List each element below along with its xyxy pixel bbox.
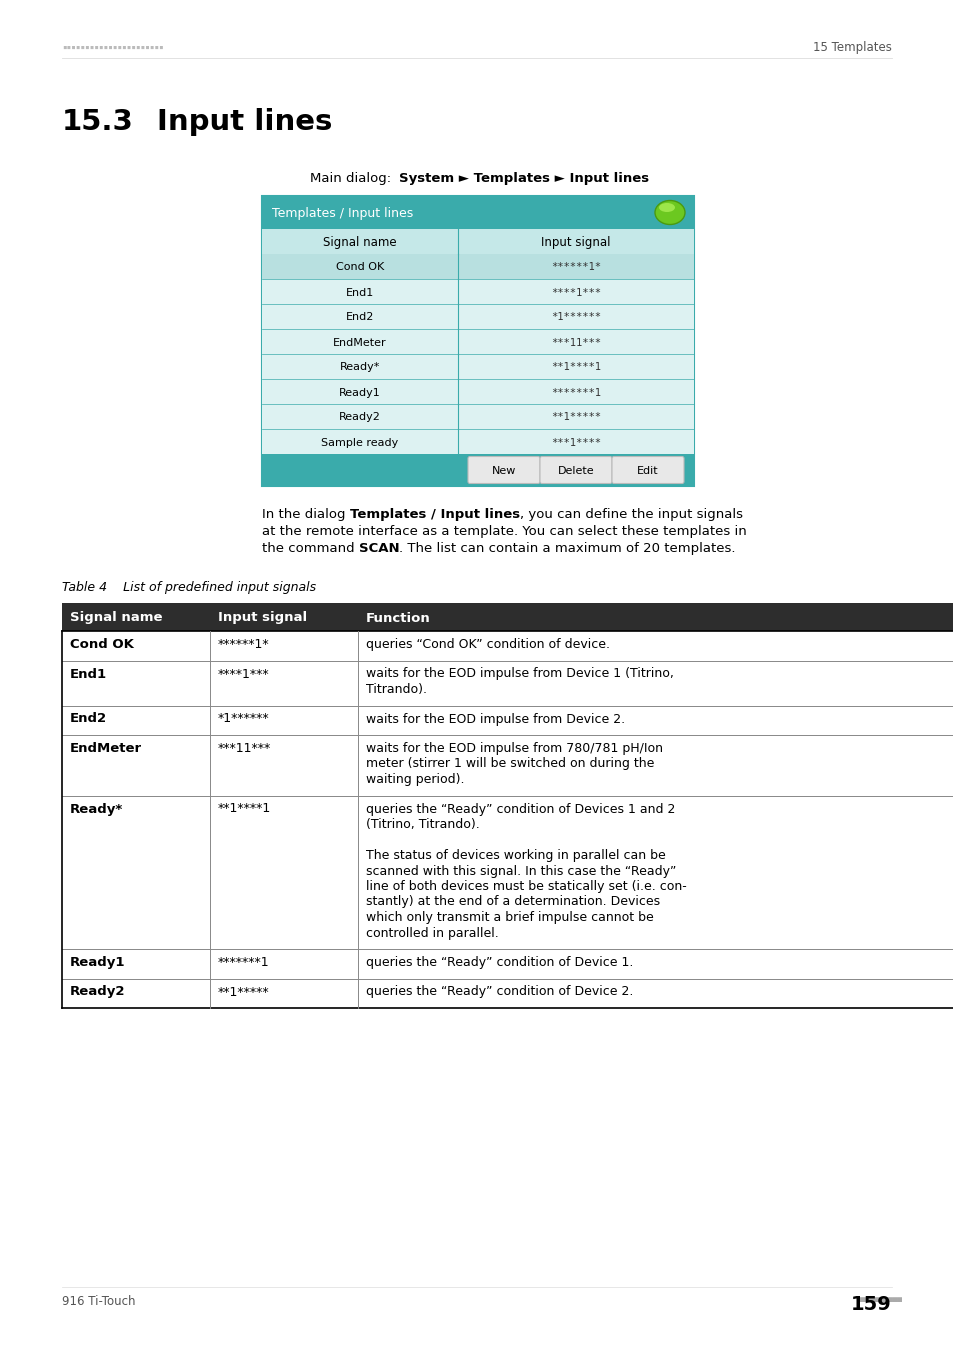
Text: New: New <box>492 466 516 477</box>
Text: End1: End1 <box>346 288 374 297</box>
Text: queries the “Ready” condition of Device 2.: queries the “Ready” condition of Device … <box>366 986 633 999</box>
Text: SCAN: SCAN <box>358 541 399 555</box>
Bar <box>262 230 693 254</box>
Text: Titrando).: Titrando). <box>366 683 427 697</box>
Text: *1******: *1****** <box>551 312 600 323</box>
FancyBboxPatch shape <box>539 456 612 483</box>
Text: which only transmit a brief impulse cannot be: which only transmit a brief impulse cann… <box>366 911 653 923</box>
Text: meter (stirrer 1 will be switched on during the: meter (stirrer 1 will be switched on dur… <box>366 757 654 771</box>
Text: End2: End2 <box>345 312 374 323</box>
Text: ▪▪▪▪▪▪▪▪▪▪▪▪▪▪▪▪▪▪▪▪▪▪: ▪▪▪▪▪▪▪▪▪▪▪▪▪▪▪▪▪▪▪▪▪▪ <box>62 42 164 51</box>
Text: Sample ready: Sample ready <box>321 437 398 447</box>
Text: 916 Ti-Touch: 916 Ti-Touch <box>62 1295 135 1308</box>
Text: ****1***: ****1*** <box>218 667 270 680</box>
Text: **1*****: **1***** <box>551 413 600 423</box>
Bar <box>62 603 953 630</box>
Bar <box>262 254 693 279</box>
Text: Input signal: Input signal <box>218 612 307 625</box>
Text: Ready1: Ready1 <box>70 956 126 969</box>
Text: (Titrino, Titrando).: (Titrino, Titrando). <box>366 818 479 832</box>
Bar <box>262 354 693 379</box>
Text: Main dialog:: Main dialog: <box>310 171 395 185</box>
Text: ***11***: ***11*** <box>551 338 600 347</box>
Text: the command: the command <box>262 541 358 555</box>
Ellipse shape <box>655 201 684 224</box>
Text: Function: Function <box>366 612 431 625</box>
Text: Cond OK: Cond OK <box>335 262 384 273</box>
Text: ***1****: ***1**** <box>551 437 600 447</box>
Bar <box>262 379 693 404</box>
Text: Edit: Edit <box>637 466 659 477</box>
Text: System ► Templates ► Input lines: System ► Templates ► Input lines <box>398 171 648 185</box>
Text: Ready*: Ready* <box>70 802 123 815</box>
Text: Templates / Input lines: Templates / Input lines <box>272 207 413 220</box>
Text: **1****1: **1****1 <box>551 363 600 373</box>
Bar <box>262 196 693 230</box>
Text: 15 Templates: 15 Templates <box>812 40 891 54</box>
Text: In the dialog: In the dialog <box>262 508 350 521</box>
Text: ■■■■■■■■■: ■■■■■■■■■ <box>857 1295 902 1304</box>
Text: Ready*: Ready* <box>339 363 380 373</box>
Text: Table 4    List of predefined input signals: Table 4 List of predefined input signals <box>62 580 315 594</box>
Text: Delete: Delete <box>558 466 594 477</box>
Text: waits for the EOD impulse from 780/781 pH/Ion: waits for the EOD impulse from 780/781 p… <box>366 743 662 755</box>
Text: , you can define the input signals: , you can define the input signals <box>519 508 742 521</box>
Text: queries “Cond OK” condition of device.: queries “Cond OK” condition of device. <box>366 639 609 651</box>
Text: scanned with this signal. In this case the “Ready”: scanned with this signal. In this case t… <box>366 864 676 878</box>
Ellipse shape <box>659 202 675 212</box>
Text: End1: End1 <box>70 667 107 680</box>
Text: EndMeter: EndMeter <box>333 338 386 347</box>
Bar <box>262 404 693 429</box>
Text: *******1: *******1 <box>218 956 270 969</box>
Text: Ready2: Ready2 <box>70 986 126 999</box>
Text: controlled in parallel.: controlled in parallel. <box>366 926 498 940</box>
Text: EndMeter: EndMeter <box>70 743 142 755</box>
Text: Input lines: Input lines <box>157 108 332 136</box>
Bar <box>262 454 693 486</box>
Text: stantly) at the end of a determination. Devices: stantly) at the end of a determination. … <box>366 895 659 909</box>
Text: *1******: *1****** <box>218 713 270 725</box>
Bar <box>262 196 693 486</box>
Text: queries the “Ready” condition of Devices 1 and 2: queries the “Ready” condition of Devices… <box>366 802 675 815</box>
FancyBboxPatch shape <box>612 456 683 483</box>
Text: at the remote interface as a template. You can select these templates in: at the remote interface as a template. Y… <box>262 525 746 539</box>
Text: line of both devices must be statically set (i.e. con-: line of both devices must be statically … <box>366 880 686 892</box>
Text: *******1: *******1 <box>551 387 600 397</box>
Text: queries the “Ready” condition of Device 1.: queries the “Ready” condition of Device … <box>366 956 633 969</box>
Bar <box>262 329 693 354</box>
Text: Templates / Input lines: Templates / Input lines <box>350 508 519 521</box>
FancyBboxPatch shape <box>468 456 539 483</box>
Text: Ready1: Ready1 <box>338 387 380 397</box>
Text: waits for the EOD impulse from Device 1 (Titrino,: waits for the EOD impulse from Device 1 … <box>366 667 673 680</box>
Bar <box>262 279 693 304</box>
Text: ***11***: ***11*** <box>218 743 271 755</box>
Text: Signal name: Signal name <box>323 236 396 248</box>
Bar <box>262 304 693 329</box>
Text: . The list can contain a maximum of 20 templates.: . The list can contain a maximum of 20 t… <box>399 541 735 555</box>
Text: Ready2: Ready2 <box>338 413 380 423</box>
Text: **1*****: **1***** <box>218 986 270 999</box>
Text: waiting period).: waiting period). <box>366 774 464 786</box>
Text: End2: End2 <box>70 713 107 725</box>
Bar <box>262 429 693 454</box>
Text: Signal name: Signal name <box>70 612 162 625</box>
Text: Input signal: Input signal <box>540 236 610 248</box>
Text: Cond OK: Cond OK <box>70 639 133 651</box>
Text: 15.3: 15.3 <box>62 108 133 136</box>
Text: ******1*: ******1* <box>551 262 600 273</box>
Text: ******1*: ******1* <box>218 639 270 651</box>
Text: ****1***: ****1*** <box>551 288 600 297</box>
Text: The status of devices working in parallel can be: The status of devices working in paralle… <box>366 849 665 863</box>
Text: **1****1: **1****1 <box>218 802 271 815</box>
Text: 159: 159 <box>850 1295 891 1314</box>
Text: waits for the EOD impulse from Device 2.: waits for the EOD impulse from Device 2. <box>366 713 624 725</box>
